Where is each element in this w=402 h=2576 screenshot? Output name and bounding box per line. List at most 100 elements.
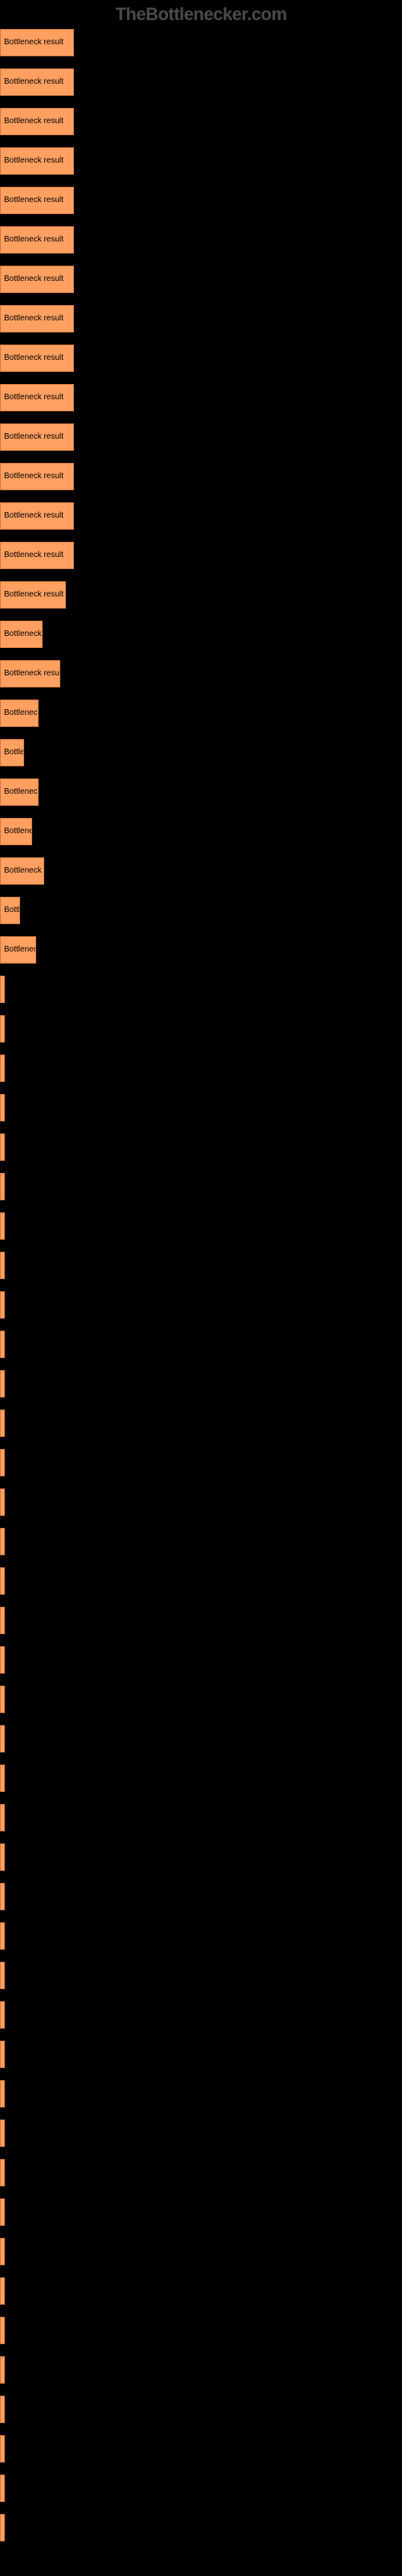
bar-label: Bottleneck result: [4, 393, 64, 402]
bar-label: Bottleneck result: [4, 906, 20, 914]
chart-bar: [0, 1370, 5, 1397]
chart-row: Bottleneck result: [0, 456, 402, 496]
chart-row: [0, 2271, 402, 2310]
bar-label: Bottleneck result: [4, 669, 60, 678]
bar-label: Bottleneck result: [4, 787, 39, 796]
chart-row: Bottleneck result: [0, 811, 402, 851]
chart-row: [0, 1600, 402, 1640]
chart-bar: [0, 1173, 5, 1200]
chart-bar: [0, 1883, 5, 1910]
chart-row: [0, 2429, 402, 2468]
chart-bar: [0, 1133, 5, 1161]
chart-bar: [0, 1015, 5, 1042]
chart-bar: Bottleneck result: [0, 384, 74, 411]
chart-row: Bottleneck result: [0, 733, 402, 772]
chart-bar: [0, 2001, 5, 2029]
chart-row: [0, 1166, 402, 1206]
bar-label: Bottleneck result: [4, 708, 39, 717]
chart-row: [0, 1285, 402, 1324]
chart-row: [0, 1521, 402, 1561]
chart-row: [0, 1245, 402, 1285]
chart-row: Bottleneck result: [0, 338, 402, 378]
chart-bar: Bottleneck result: [0, 502, 74, 530]
chart-row: [0, 1088, 402, 1127]
chart-bar: [0, 1922, 5, 1950]
chart-row: [0, 1719, 402, 1758]
chart-row: Bottleneck result: [0, 772, 402, 811]
chart-row: Bottleneck result: [0, 851, 402, 890]
chart-row: [0, 2508, 402, 2547]
chart-row: [0, 2389, 402, 2429]
chart-row: [0, 1837, 402, 1876]
chart-bar: [0, 2159, 5, 2186]
chart-row: Bottleneck result: [0, 535, 402, 575]
chart-bar: [0, 1055, 5, 1082]
chart-row: [0, 2231, 402, 2271]
chart-row: [0, 1679, 402, 1719]
chart-row: [0, 1206, 402, 1245]
chart-row: Bottleneck result: [0, 141, 402, 180]
chart-bar: Bottleneck result: [0, 305, 74, 332]
chart-row: [0, 1443, 402, 1482]
chart-bar: [0, 2080, 5, 2107]
chart-row: [0, 1482, 402, 1521]
bar-label: Bottleneck result: [4, 275, 64, 283]
bar-label: Bottleneck result: [4, 827, 32, 836]
chart-bar: [0, 1488, 5, 1516]
chart-row: Bottleneck result: [0, 62, 402, 101]
chart-row: [0, 2192, 402, 2231]
chart-row: Bottleneck result: [0, 496, 402, 535]
bar-label: Bottleneck result: [4, 432, 64, 441]
chart-bar: Bottleneck result: [0, 542, 74, 569]
bar-label: Bottleneck result: [4, 945, 36, 954]
chart-row: [0, 2468, 402, 2508]
chart-row: [0, 1876, 402, 1916]
chart-row: Bottleneck result: [0, 693, 402, 733]
chart-bar: [0, 2475, 5, 2502]
chart-bar: Bottleneck result: [0, 423, 74, 451]
chart-row: [0, 1324, 402, 1364]
chart-bar: [0, 2435, 5, 2462]
bar-label: Bottleneck result: [4, 117, 64, 126]
chart-row: Bottleneck result: [0, 299, 402, 338]
chart-bar: [0, 1410, 5, 1437]
chart-bar: Bottleneck result: [0, 68, 74, 96]
chart-bar: [0, 1212, 5, 1240]
bar-label: Bottleneck result: [4, 235, 64, 244]
chart-bar: Bottleneck result: [0, 147, 74, 175]
chart-bar: [0, 1291, 5, 1319]
bar-label: Bottleneck result: [4, 630, 43, 638]
chart-bar: [0, 2396, 5, 2423]
chart-bar: [0, 1528, 5, 1555]
chart-bar: Bottleneck result: [0, 897, 20, 924]
chart-row: [0, 2153, 402, 2192]
chart-bar: [0, 2277, 5, 2305]
chart-row: [0, 2310, 402, 2350]
chart-bar: Bottleneck result: [0, 621, 43, 648]
chart-row: [0, 1561, 402, 1600]
chart-bar: [0, 1252, 5, 1279]
chart-bar: [0, 1449, 5, 1476]
chart-bar: [0, 2198, 5, 2226]
chart-bar: [0, 1094, 5, 1121]
chart-bar: Bottleneck result: [0, 739, 24, 766]
chart-row: Bottleneck result: [0, 930, 402, 969]
chart-bar: [0, 2041, 5, 2068]
chart-row: [0, 1127, 402, 1166]
bar-label: Bottleneck result: [4, 590, 64, 599]
chart-row: Bottleneck result: [0, 259, 402, 299]
chart-bar: [0, 1607, 5, 1634]
bar-chart: Bottleneck result Bottleneck result Bottle…: [0, 0, 402, 2547]
chart-row: [0, 969, 402, 1009]
chart-row: [0, 1640, 402, 1679]
chart-row: [0, 2113, 402, 2153]
chart-bar: [0, 976, 5, 1003]
chart-bar: [0, 1765, 5, 1792]
chart-row: Bottleneck result: [0, 614, 402, 654]
bar-label: Bottleneck result: [4, 77, 64, 86]
bar-label: Bottleneck result: [4, 353, 64, 362]
chart-bar: Bottleneck result: [0, 581, 66, 609]
chart-bar: Bottleneck result: [0, 266, 74, 293]
bar-label: Bottleneck result: [4, 472, 64, 481]
chart-bar: [0, 2120, 5, 2147]
